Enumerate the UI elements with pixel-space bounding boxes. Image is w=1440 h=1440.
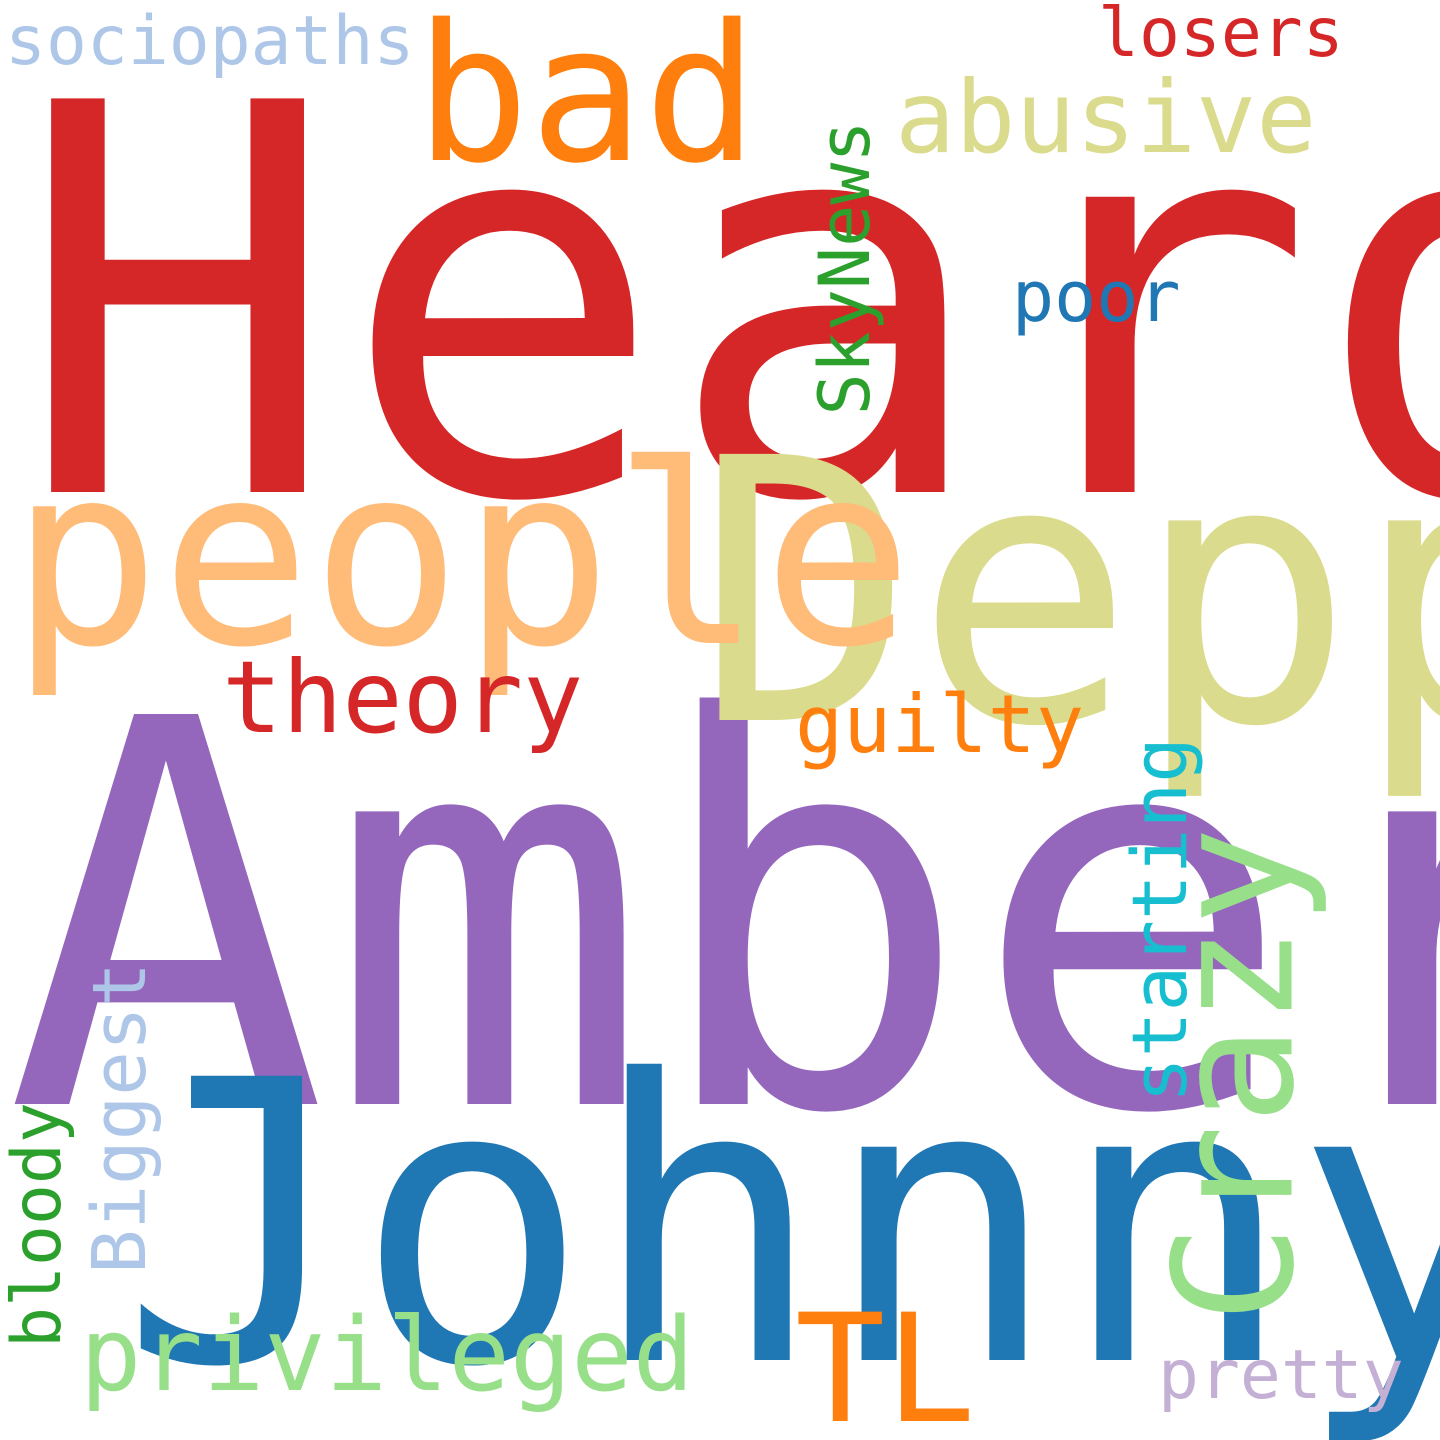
word-theory: theory — [222, 639, 584, 756]
word-johnny: Johnny — [120, 998, 1440, 1440]
word-privileged: privileged — [80, 1296, 695, 1415]
word-starting: starting — [1115, 736, 1204, 1104]
word-people: people — [10, 411, 914, 702]
word-abusive: abusive — [895, 59, 1317, 176]
word-bloody: bloody — [0, 1102, 77, 1348]
word-bad: bad — [415, 0, 759, 205]
word-biggest: Biggest — [77, 962, 163, 1274]
word-losers: losers — [1098, 0, 1344, 73]
word-pretty: pretty — [1158, 1336, 1404, 1415]
word-skynews: SkyNews — [804, 120, 886, 416]
word-sociopaths: sociopaths — [5, 2, 415, 81]
word-guilty: guilty — [795, 678, 1084, 771]
word-tl: TL — [795, 1283, 976, 1440]
word-heard: Heard — [15, 0, 1440, 620]
word-poor: poor — [1012, 256, 1181, 338]
word-amber: Amber — [5, 608, 1440, 1231]
